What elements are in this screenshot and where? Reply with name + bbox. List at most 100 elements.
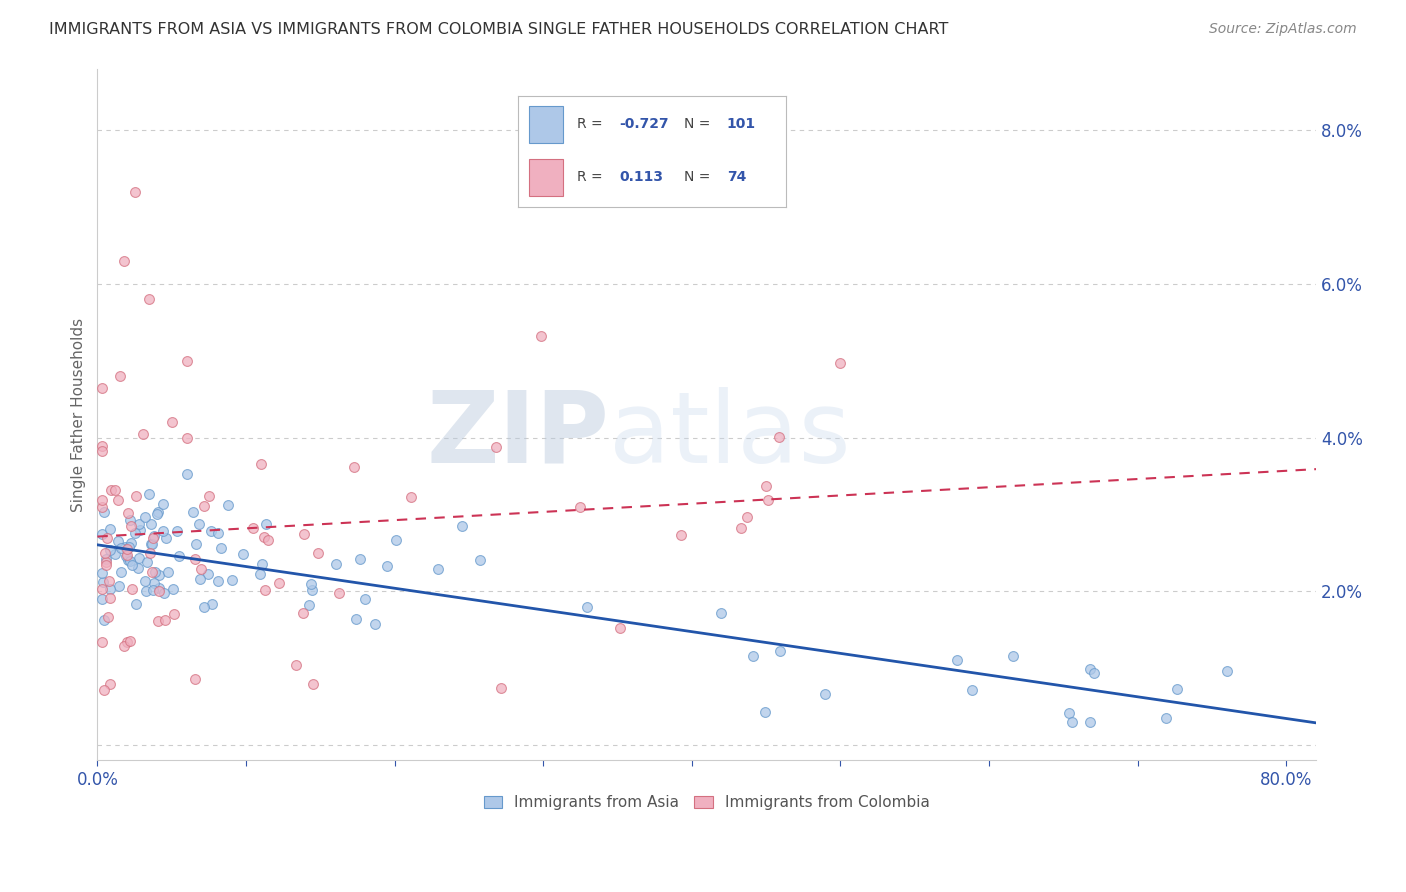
Point [962,683,984,698]
Point [198,490,221,504]
Point [190,562,212,576]
Point [148,567,170,582]
Point [90,493,112,508]
Point [107,578,129,592]
Point [152,586,174,600]
Point [828,356,851,370]
Point [576,599,599,614]
Point [307,546,329,560]
Point [328,585,350,599]
Point [742,649,765,664]
Point [90,527,112,541]
Point [1154,711,1177,725]
Point [124,526,146,541]
Point [530,328,553,343]
Point [221,573,243,587]
Point [93,575,115,590]
Point [142,583,165,598]
Point [148,584,170,599]
Point [115,548,138,562]
Point [108,369,131,384]
Point [155,531,177,545]
Point [107,492,129,507]
Point [93,683,115,698]
Point [669,527,692,541]
Point [217,498,239,512]
Point [193,499,215,513]
Point [153,613,176,627]
Point [242,521,264,535]
Point [207,526,229,541]
Point [200,524,222,538]
Point [569,500,592,514]
Point [139,546,162,560]
Point [141,537,163,551]
Point [143,529,166,543]
Point [90,566,112,580]
Point [98,591,121,605]
Point [1057,706,1080,720]
Point [163,607,186,622]
Point [385,533,408,547]
Point [93,546,115,560]
Point [121,558,143,573]
Point [139,537,162,551]
Point [485,440,508,454]
Point [112,253,135,268]
Point [267,576,290,591]
Point [297,598,319,612]
Point [146,615,169,629]
Point [343,460,366,475]
Point [125,489,148,503]
Point [129,523,152,537]
Point [756,493,779,508]
Point [1216,664,1239,678]
Point [110,566,132,580]
Point [375,558,398,573]
Point [250,558,273,572]
Point [91,591,114,606]
Point [253,530,276,544]
Point [135,555,157,569]
Point [93,613,115,627]
Point [755,478,778,492]
Point [121,582,143,596]
Point [176,353,198,368]
Point [94,551,117,566]
Point [97,609,120,624]
Point [128,517,150,532]
Point [152,524,174,539]
Point [710,606,733,620]
Point [104,483,127,497]
Point [100,542,122,557]
Point [254,516,277,531]
Point [399,490,422,504]
Point [201,597,224,611]
Point [188,572,211,586]
Point [124,185,146,199]
Point [120,535,142,549]
Point [1078,662,1101,676]
Text: Source: ZipAtlas.com: Source: ZipAtlas.com [1209,22,1357,37]
Point [735,509,758,524]
Point [176,430,198,444]
Point [209,541,232,555]
Point [301,582,323,597]
Point [325,558,347,572]
Text: IMMIGRANTS FROM ASIA VS IMMIGRANTS FROM COLOMBIA SINGLE FATHER HOUSEHOLDS CORREL: IMMIGRANTS FROM ASIA VS IMMIGRANTS FROM … [49,22,949,37]
Point [426,562,449,576]
Point [98,574,121,589]
Point [139,517,162,532]
Point [120,554,142,568]
Point [291,607,314,621]
Point [249,457,271,471]
Point [100,677,122,691]
Point [232,547,254,561]
Point [127,561,149,575]
Point [120,519,142,533]
Point [118,540,141,554]
Text: atlas: atlas [609,387,851,483]
Point [299,576,322,591]
Point [470,553,492,567]
Point [207,574,229,588]
